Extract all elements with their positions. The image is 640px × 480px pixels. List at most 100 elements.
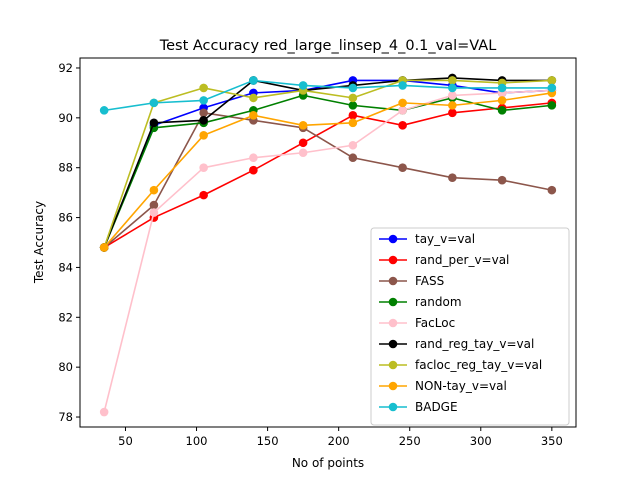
legend-label: rand_per_v=val bbox=[415, 253, 509, 267]
series-line bbox=[103, 102, 552, 249]
data-point bbox=[497, 83, 507, 93]
data-point bbox=[398, 81, 407, 90]
legend-swatch-marker bbox=[388, 318, 398, 328]
data-point bbox=[199, 190, 208, 200]
data-point bbox=[448, 173, 457, 182]
data-point bbox=[199, 83, 208, 93]
data-point bbox=[398, 163, 407, 173]
data-point bbox=[149, 200, 159, 210]
series-line bbox=[104, 79, 552, 112]
y-axis: 78 80 82 84 86 88 90 92 bbox=[58, 61, 80, 424]
data-point bbox=[348, 101, 358, 110]
series-line bbox=[103, 77, 552, 248]
series-line bbox=[103, 94, 552, 248]
data-point bbox=[398, 121, 407, 130]
data-point bbox=[199, 130, 208, 140]
legend-swatch-marker bbox=[388, 255, 398, 265]
y-tick-label: 84 bbox=[58, 260, 73, 274]
data-point bbox=[547, 83, 557, 93]
legend-swatch-marker bbox=[388, 276, 398, 286]
legend-swatch-marker bbox=[388, 381, 398, 391]
data-point bbox=[249, 111, 258, 120]
legend-label: rand_reg_tay_v=val bbox=[415, 337, 534, 351]
data-point bbox=[348, 118, 358, 128]
x-tick-label: 200 bbox=[328, 434, 350, 448]
data-point bbox=[547, 101, 557, 110]
data-point bbox=[448, 83, 457, 93]
legend-swatch-marker bbox=[388, 402, 398, 412]
data-point bbox=[149, 118, 159, 128]
y-tick-label: 80 bbox=[58, 360, 73, 374]
data-point bbox=[149, 208, 159, 217]
data-point bbox=[199, 116, 208, 125]
legend-label: facloc_reg_tay_v=val bbox=[415, 358, 542, 372]
data-point bbox=[398, 98, 407, 108]
series-line bbox=[103, 79, 552, 248]
y-tick-label: 78 bbox=[58, 410, 73, 424]
series-line bbox=[103, 112, 552, 249]
data-point bbox=[448, 76, 457, 85]
legend-label: BADGE bbox=[415, 400, 458, 414]
legend-box bbox=[370, 227, 570, 426]
data-point bbox=[149, 185, 159, 195]
data-point bbox=[249, 165, 258, 175]
legend-swatch-marker bbox=[388, 360, 398, 370]
y-tick-label: 88 bbox=[58, 161, 73, 175]
data-point bbox=[199, 108, 208, 118]
data-point bbox=[199, 96, 208, 105]
data-point bbox=[448, 101, 457, 110]
data-point bbox=[448, 108, 457, 118]
legend-label: FacLoc bbox=[415, 316, 455, 330]
data-point bbox=[249, 93, 258, 103]
data-point bbox=[547, 185, 557, 195]
legend: tay_v=val rand_per_v=val FASS random FacLoc r… bbox=[370, 227, 570, 426]
legend-swatch-marker bbox=[388, 297, 398, 307]
y-tick-label: 92 bbox=[58, 61, 73, 75]
data-point bbox=[199, 163, 208, 173]
data-point bbox=[298, 81, 308, 90]
data-point bbox=[348, 153, 358, 163]
y-axis-label: Test Accuracy bbox=[32, 201, 46, 284]
data-point bbox=[398, 106, 407, 115]
series-line bbox=[103, 89, 552, 413]
legend-swatch-marker bbox=[388, 339, 398, 349]
x-tick-label: 250 bbox=[399, 434, 421, 448]
data-point bbox=[448, 91, 457, 100]
x-tick-label: 150 bbox=[257, 434, 279, 448]
legend-swatch-marker bbox=[388, 234, 398, 244]
data-point bbox=[497, 106, 507, 115]
series-layer bbox=[99, 73, 557, 417]
data-point bbox=[99, 106, 109, 115]
legend-label: FASS bbox=[415, 274, 444, 288]
data-point bbox=[249, 76, 258, 85]
data-point bbox=[348, 140, 358, 150]
x-tick-label: 300 bbox=[470, 434, 492, 448]
data-point bbox=[348, 111, 358, 120]
legend-label: tay_v=val bbox=[415, 232, 475, 246]
data-point bbox=[298, 138, 308, 148]
plot-frame bbox=[79, 57, 577, 428]
legend-label: NON-tay_v=val bbox=[415, 379, 507, 393]
data-point bbox=[298, 121, 308, 130]
y-tick-label: 86 bbox=[58, 211, 73, 225]
y-tick-label: 90 bbox=[58, 111, 73, 125]
data-point bbox=[249, 153, 258, 163]
legend-label: random bbox=[415, 295, 462, 309]
data-point bbox=[497, 175, 507, 185]
chart-title: Test Accuracy red_large_linsep_4_0.1_val… bbox=[159, 38, 497, 54]
data-point bbox=[149, 98, 159, 108]
data-point bbox=[298, 148, 308, 158]
x-tick-label: 100 bbox=[186, 434, 208, 448]
x-axis: 50 100 150 200 250 300 350 bbox=[118, 427, 563, 448]
y-tick-label: 82 bbox=[58, 310, 73, 324]
series-line bbox=[103, 92, 552, 249]
data-point bbox=[99, 243, 109, 252]
data-point bbox=[99, 407, 109, 417]
x-tick-label: 50 bbox=[118, 434, 133, 448]
x-axis-label: No of points bbox=[292, 456, 364, 470]
data-point bbox=[348, 83, 358, 93]
x-tick-label: 350 bbox=[541, 434, 563, 448]
series-line bbox=[103, 79, 552, 248]
data-point bbox=[348, 93, 358, 103]
